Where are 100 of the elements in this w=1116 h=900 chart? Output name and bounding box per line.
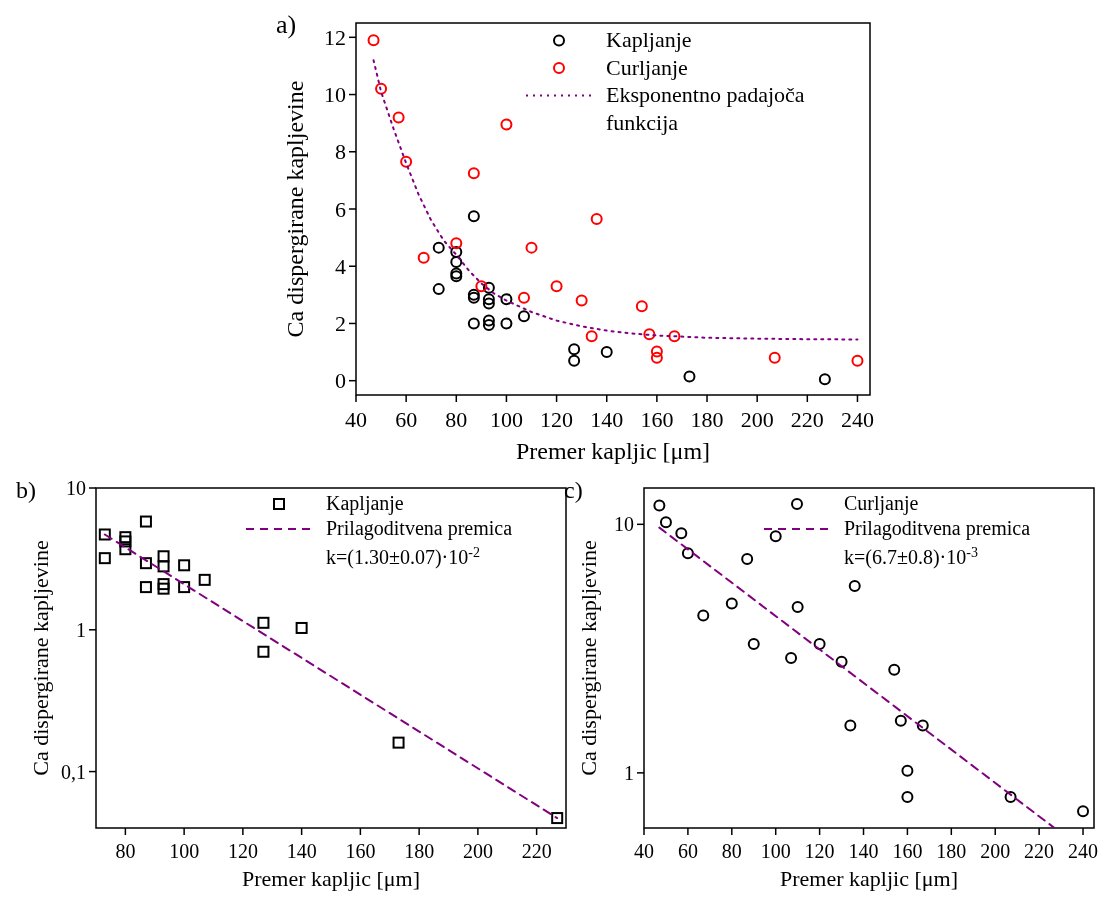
point <box>500 293 513 306</box>
point <box>482 314 495 327</box>
point <box>791 600 804 613</box>
x-tick-label: 80 <box>115 840 136 862</box>
point <box>450 237 463 250</box>
y-tick-label: 8 <box>335 139 346 165</box>
x-axis-title: Premer kapljic [μm] <box>242 866 420 891</box>
point <box>257 616 270 629</box>
point <box>643 328 656 341</box>
point <box>851 354 864 367</box>
point <box>139 581 152 594</box>
point <box>835 655 848 668</box>
point <box>119 531 132 544</box>
x-tick-label: 40 <box>634 840 654 862</box>
x-tick-label: 120 <box>540 407 574 432</box>
x-tick-label: 240 <box>840 407 874 432</box>
point <box>844 719 857 732</box>
point <box>813 637 826 650</box>
x-tick-label: 220 <box>521 840 552 862</box>
x-tick-label: 60 <box>677 840 698 862</box>
x-tick-label: 140 <box>286 840 317 862</box>
point <box>1004 790 1017 803</box>
y-axis-title: Ca dispergirane kapljevine <box>576 540 601 776</box>
point <box>157 578 170 591</box>
y-tick-label: 0,1 <box>61 760 86 783</box>
point <box>295 621 308 634</box>
point <box>119 543 132 556</box>
point <box>482 318 495 331</box>
x-axis-title: Premer kapljic [μm] <box>515 437 711 464</box>
point <box>178 581 191 594</box>
x-tick-label: 140 <box>590 407 624 432</box>
point <box>894 714 907 727</box>
y-tick-label: 4 <box>335 253 346 279</box>
point <box>392 736 405 749</box>
y-axis-title: Ca dispergirane kapljevine <box>28 540 53 776</box>
point <box>375 82 388 95</box>
point <box>747 637 760 650</box>
point <box>157 560 170 573</box>
point <box>525 241 538 254</box>
point <box>550 280 563 293</box>
point <box>659 516 672 529</box>
point <box>482 297 495 310</box>
point <box>901 764 914 777</box>
legend-label: Curljanje <box>606 54 688 80</box>
y-tick-label: 0 <box>335 368 346 394</box>
x-tick-label: 220 <box>790 407 824 432</box>
x-tick-label: 80 <box>445 407 468 432</box>
x-tick-label: 40 <box>345 407 367 432</box>
point <box>683 370 696 383</box>
annotation: k=(6.7±0.8)·10$^{-3}$ <box>844 544 978 569</box>
legend-label: Prilagoditvena premica <box>844 517 1031 540</box>
y-tick-label: 10 <box>66 477 86 499</box>
point <box>675 527 688 540</box>
point <box>198 573 211 586</box>
y-tick-label: 10 <box>324 82 346 108</box>
chart-title: b) <box>16 477 36 503</box>
point <box>157 582 170 595</box>
point <box>785 651 798 664</box>
point <box>400 155 413 168</box>
point <box>98 528 111 541</box>
legend-label: Curljanje <box>844 492 919 515</box>
point <box>901 790 914 803</box>
point <box>475 280 488 293</box>
x-tick-label: 220 <box>1024 840 1055 862</box>
point <box>768 351 781 364</box>
line-series <box>372 59 859 341</box>
point <box>653 499 666 512</box>
x-tick-label: 160 <box>640 407 674 432</box>
point <box>769 530 782 543</box>
x-tick-label: 180 <box>936 840 967 862</box>
point <box>178 559 191 572</box>
point <box>392 111 405 124</box>
point <box>257 645 270 658</box>
point <box>697 609 710 622</box>
y-tick-label: 10 <box>614 513 634 536</box>
point <box>681 547 694 560</box>
point <box>590 213 603 226</box>
x-tick-label: 180 <box>690 407 724 432</box>
x-tick-label: 100 <box>489 407 523 432</box>
point <box>450 245 463 258</box>
point <box>635 300 648 313</box>
point <box>650 351 663 364</box>
point <box>367 34 380 47</box>
point <box>517 291 530 304</box>
y-tick-label: 1 <box>624 761 634 784</box>
point <box>848 579 861 592</box>
point <box>575 294 588 307</box>
point <box>568 354 581 367</box>
point <box>467 210 480 223</box>
x-tick-label: 160 <box>892 840 923 862</box>
chart-title: a) <box>276 10 297 39</box>
point <box>500 317 513 330</box>
point <box>725 597 738 610</box>
x-axis-title: Premer kapljic [μm] <box>780 866 958 891</box>
x-tick-label: 180 <box>404 840 435 862</box>
point <box>568 343 581 356</box>
x-tick-label: 100 <box>169 840 200 862</box>
legend-label: Kapljanje <box>326 492 404 515</box>
legend-label: Eksponentno padajoča funkcija <box>606 82 805 135</box>
legend-label: Kapljanje <box>606 27 692 53</box>
